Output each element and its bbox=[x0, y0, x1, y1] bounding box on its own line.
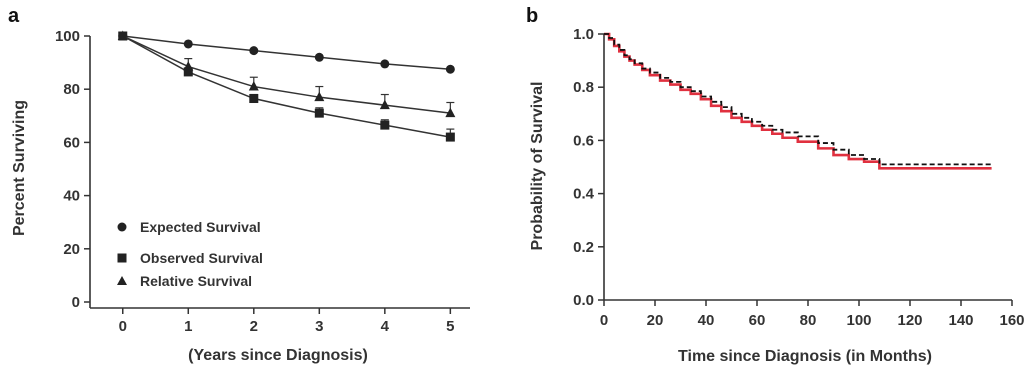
legend-item-observed: Observed Survival bbox=[117, 250, 263, 266]
data-point bbox=[248, 81, 259, 91]
panel-a-y-tick-label: 80 bbox=[63, 81, 80, 98]
panel-a-series-circle bbox=[118, 31, 455, 74]
legend-square-marker bbox=[117, 253, 127, 263]
panel-b-y-tick-label: 0.4 bbox=[573, 186, 595, 203]
data-point bbox=[314, 91, 325, 102]
panel-b-y-tick-label: 0.6 bbox=[573, 132, 594, 149]
panel-a-x-tick-label: 1 bbox=[184, 318, 192, 335]
data-point bbox=[183, 67, 193, 77]
survival-curve-red bbox=[604, 32, 992, 170]
panel-a-x-axis-title: (Years since Diagnosis) bbox=[188, 347, 368, 364]
panel-a-y-tick-label: 100 bbox=[55, 28, 80, 45]
panel-b-x-axis-title: Time since Diagnosis (in Months) bbox=[678, 348, 932, 365]
panel-b-y-tick-label: 0.8 bbox=[573, 79, 594, 96]
panel-b-x-tick-label: 20 bbox=[647, 312, 664, 329]
data-point bbox=[249, 94, 259, 104]
panel-b-y-tick-label: 0.0 bbox=[573, 292, 594, 309]
legend-triangle-marker bbox=[117, 276, 127, 285]
panel-b-axes bbox=[603, 34, 1012, 301]
panel-a-x-tick-label: 3 bbox=[315, 318, 323, 335]
data-point bbox=[445, 132, 455, 142]
panel-a: a Percent Surviving (Years since Diagnos… bbox=[8, 5, 470, 364]
panel-a-y-tick-label: 0 bbox=[72, 294, 80, 311]
legend-label-expected: Expected Survival bbox=[140, 219, 261, 235]
data-point bbox=[183, 39, 193, 49]
panel-b-x-tick-label: 80 bbox=[800, 312, 817, 329]
panel-b-x-tick-label: 100 bbox=[846, 312, 871, 329]
legend-item-expected: Expected Survival bbox=[117, 219, 261, 235]
panel-a-series-square bbox=[118, 31, 455, 142]
panel-b-x-tick-label: 120 bbox=[897, 312, 922, 329]
data-point bbox=[379, 99, 390, 110]
panel-a-letter: a bbox=[8, 5, 20, 27]
panel-b-y-axis-title: Probability of Survival bbox=[529, 82, 546, 251]
panel-b-letter: b bbox=[526, 5, 538, 27]
panel-a-axes bbox=[89, 36, 470, 309]
panel-b-y-tick-label: 0.2 bbox=[573, 239, 594, 256]
data-point bbox=[314, 52, 324, 62]
panel-a-x-tick-label: 4 bbox=[381, 318, 390, 335]
data-point bbox=[249, 46, 259, 56]
data-point bbox=[445, 64, 455, 74]
legend-item-relative: Relative Survival bbox=[117, 273, 252, 289]
panel-b-y-tick-label: 1.0 bbox=[573, 26, 594, 43]
panel-a-y-tick-label: 60 bbox=[63, 134, 80, 151]
series-line bbox=[122, 35, 451, 114]
data-point bbox=[380, 59, 390, 69]
survival-curve-dashed-black bbox=[604, 33, 992, 166]
panel-b: b Probability of Survival Time since Dia… bbox=[526, 5, 1025, 365]
legend-label-observed: Observed Survival bbox=[140, 250, 263, 266]
data-point bbox=[183, 61, 194, 71]
legend-circle-marker bbox=[117, 222, 127, 232]
series-line bbox=[122, 35, 451, 70]
data-point bbox=[445, 107, 456, 118]
panel-a-legend: Expected Survival Observed Survival Rela… bbox=[117, 219, 263, 289]
panel-a-ticks: 0 20 40 60 80 100 0 1 2 3 4 5 bbox=[55, 28, 455, 335]
panel-b-x-tick-label: 40 bbox=[698, 312, 715, 329]
panel-b-x-tick-label: 160 bbox=[999, 312, 1024, 329]
panel-a-y-axis-title: Percent Surviving bbox=[11, 100, 28, 236]
data-point bbox=[117, 30, 128, 40]
panel-a-series bbox=[117, 30, 456, 142]
panel-a-x-tick-label: 5 bbox=[446, 318, 454, 335]
legend-label-relative: Relative Survival bbox=[140, 273, 252, 289]
panel-b-series bbox=[604, 32, 992, 170]
panel-b-x-tick-label: 140 bbox=[948, 312, 973, 329]
data-point bbox=[314, 108, 324, 118]
panel-a-y-tick-label: 40 bbox=[63, 188, 80, 205]
panel-a-x-tick-label: 0 bbox=[119, 318, 127, 335]
panel-a-y-tick-label: 20 bbox=[63, 241, 80, 258]
panel-b-x-tick-label: 0 bbox=[600, 312, 608, 329]
panel-a-x-tick-label: 2 bbox=[250, 318, 258, 335]
panel-b-x-tick-label: 60 bbox=[749, 312, 766, 329]
data-point bbox=[380, 120, 390, 130]
panel-a-series-triangle bbox=[117, 30, 456, 118]
series-line bbox=[122, 35, 451, 138]
panel-b-ticks: 0.0 0.2 0.4 0.6 0.8 1.0 0 20 40 60 80 100 120 140 160 bbox=[573, 26, 1024, 329]
